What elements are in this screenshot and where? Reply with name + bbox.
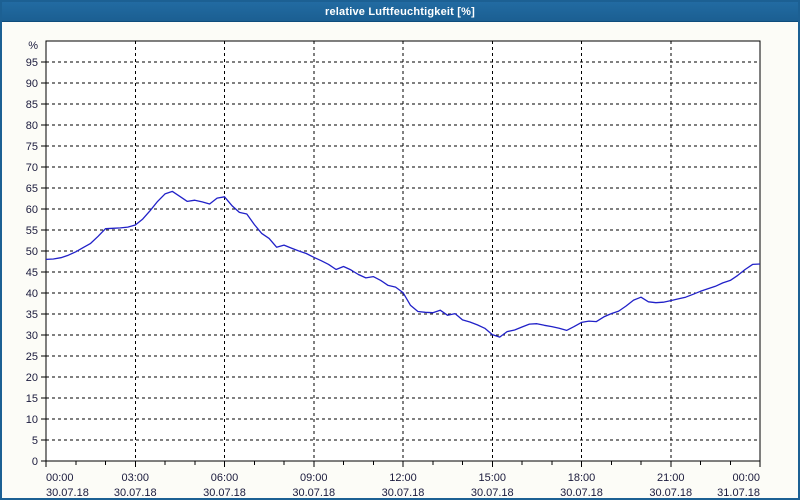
y-tick-label: 5 — [32, 435, 38, 447]
y-tick-label: 80 — [26, 120, 38, 132]
window-titlebar: relative Luftfeuchtigkeit [%] — [2, 2, 798, 22]
x-tick-date-label: 30.07.18 — [560, 487, 603, 498]
x-tick-date-label: 30.07.18 — [203, 487, 246, 498]
y-tick-label: 65 — [26, 183, 38, 195]
x-tick-time-label: 21:00 — [657, 472, 685, 484]
y-tick-label: 45 — [26, 267, 38, 279]
x-tick-time-label: 15:00 — [478, 472, 506, 484]
y-tick-label: 55 — [26, 225, 38, 237]
y-tick-label: 10 — [26, 414, 38, 426]
window-title: relative Luftfeuchtigkeit [%] — [324, 5, 476, 18]
y-tick-label: 0 — [32, 456, 38, 468]
y-tick-label: 85 — [26, 99, 38, 111]
y-tick-label: 25 — [26, 351, 38, 363]
x-tick-date-label: 30.07.18 — [649, 487, 692, 498]
y-axis-unit-label: % — [28, 40, 38, 52]
y-tick-label: 50 — [26, 246, 38, 258]
x-tick-time-label: 00:00 — [732, 472, 760, 484]
y-tick-label: 30 — [26, 330, 38, 342]
x-tick-date-label: 30.07.18 — [382, 487, 425, 498]
x-tick-time-label: 06:00 — [211, 472, 239, 484]
x-tick-date-label: 30.07.18 — [292, 487, 335, 498]
x-tick-time-label: 03:00 — [121, 472, 149, 484]
y-tick-label: 60 — [26, 204, 38, 216]
y-tick-label: 75 — [26, 141, 38, 153]
humidity-chart: 0 5 10 15 20 25 30 35 40 45 50 55 60 65 70 75 80 85 90 95% 0… — [2, 23, 798, 498]
x-tick-time-label: 00:00 — [46, 472, 74, 484]
humidity-line — [45, 190, 761, 338]
chart-canvas: 0 5 10 15 20 25 30 35 40 45 50 55 60 65 70 75 80 85 90 95% 0… — [26, 40, 761, 498]
y-tick-label: 70 — [26, 162, 38, 174]
y-tick-label: 95 — [26, 57, 38, 69]
y-tick-label: 20 — [26, 372, 38, 384]
x-tick-date-label: 30.07.18 — [471, 487, 514, 498]
x-tick-time-label: 12:00 — [389, 472, 417, 484]
y-tick-label: 40 — [26, 288, 38, 300]
x-tick-date-label: 30.07.18 — [114, 487, 157, 498]
x-tick-time-label: 09:00 — [300, 472, 328, 484]
y-tick-label: 90 — [26, 78, 38, 90]
y-tick-label: 35 — [26, 309, 38, 321]
x-tick-date-label: 31.07.18 — [717, 487, 760, 498]
x-tick-date-label: 30.07.18 — [46, 487, 89, 498]
x-tick-time-label: 18:00 — [568, 472, 596, 484]
y-tick-label: 15 — [26, 393, 38, 405]
